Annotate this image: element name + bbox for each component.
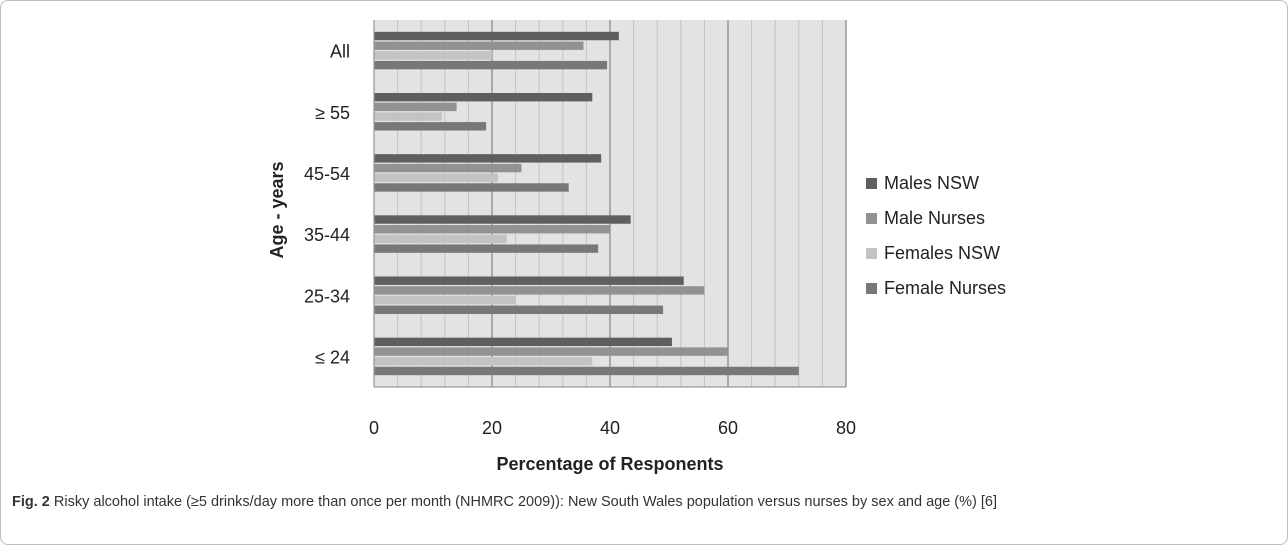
bar-male-nurses <box>374 347 728 356</box>
bar-males-nsw <box>374 215 631 224</box>
bar-chart: 0 20 40 60 80 All ≥ 55 45-54 35-44 25-34 ≤ 24 Per… <box>267 20 856 474</box>
x-tick-label: 60 <box>718 418 738 438</box>
legend-item: Female Nurses <box>866 271 1006 306</box>
bar-male-nurses <box>374 163 522 173</box>
bar-female-nurses <box>374 305 664 314</box>
bar-males-nsw <box>374 337 672 347</box>
bar-male-nurses <box>374 225 610 234</box>
legend-swatch <box>866 178 877 189</box>
legend-item: Females NSW <box>866 236 1006 271</box>
bar-female-nurses <box>374 244 599 253</box>
x-axis-label: Percentage of Responents <box>496 454 723 474</box>
bar-female-nurses <box>374 60 608 70</box>
legend-label: Female Nurses <box>884 278 1007 298</box>
bar-females-nsw <box>374 173 498 182</box>
y-category-label: ≤ 24 <box>315 347 350 367</box>
bar-females-nsw <box>374 295 516 305</box>
bar-males-nsw <box>374 154 602 163</box>
legend-swatch <box>866 213 877 224</box>
x-tick-label: 20 <box>482 418 502 438</box>
bar-males-nsw <box>374 276 684 285</box>
bar-females-nsw <box>374 357 593 366</box>
legend-label: Females NSW <box>884 243 1001 263</box>
bar-males-nsw <box>374 31 619 41</box>
legend-label: Male Nurses <box>884 208 986 228</box>
figure-caption-label: Fig. 2 <box>12 494 50 510</box>
legend-label: Males NSW <box>884 173 980 193</box>
bar-males-nsw <box>374 93 593 102</box>
legend-swatch <box>866 283 877 294</box>
bar-male-nurses <box>374 102 457 112</box>
y-category-label: 25-34 <box>304 286 350 306</box>
x-tick-label: 0 <box>369 418 379 438</box>
bar-male-nurses <box>374 41 584 50</box>
y-category-label: 35-44 <box>304 225 350 245</box>
y-category-label: 45-54 <box>304 164 350 184</box>
bar-female-nurses <box>374 366 799 376</box>
legend-swatch <box>866 248 877 259</box>
bar-females-nsw <box>374 112 442 121</box>
legend-item: Males NSW <box>866 166 1006 201</box>
legend: Males NSW Male Nurses Females NSW Female Nu… <box>866 166 1006 306</box>
x-tick-label: 80 <box>836 418 856 438</box>
bar-female-nurses <box>374 122 487 131</box>
legend-item: Male Nurses <box>866 201 1006 236</box>
y-category-label: All <box>330 42 350 62</box>
figure-caption: Fig. 2 Risky alcohol intake (≥5 drinks/d… <box>12 491 1274 513</box>
bar-females-nsw <box>374 234 507 244</box>
y-category-label: ≥ 55 <box>315 103 350 123</box>
y-axis-label: Age - years <box>267 161 287 258</box>
bar-male-nurses <box>374 286 705 295</box>
bar-females-nsw <box>374 51 492 60</box>
figure-caption-text: Risky alcohol intake (≥5 drinks/day more… <box>49 494 998 510</box>
bar-female-nurses <box>374 183 569 192</box>
x-tick-label: 40 <box>600 418 620 438</box>
